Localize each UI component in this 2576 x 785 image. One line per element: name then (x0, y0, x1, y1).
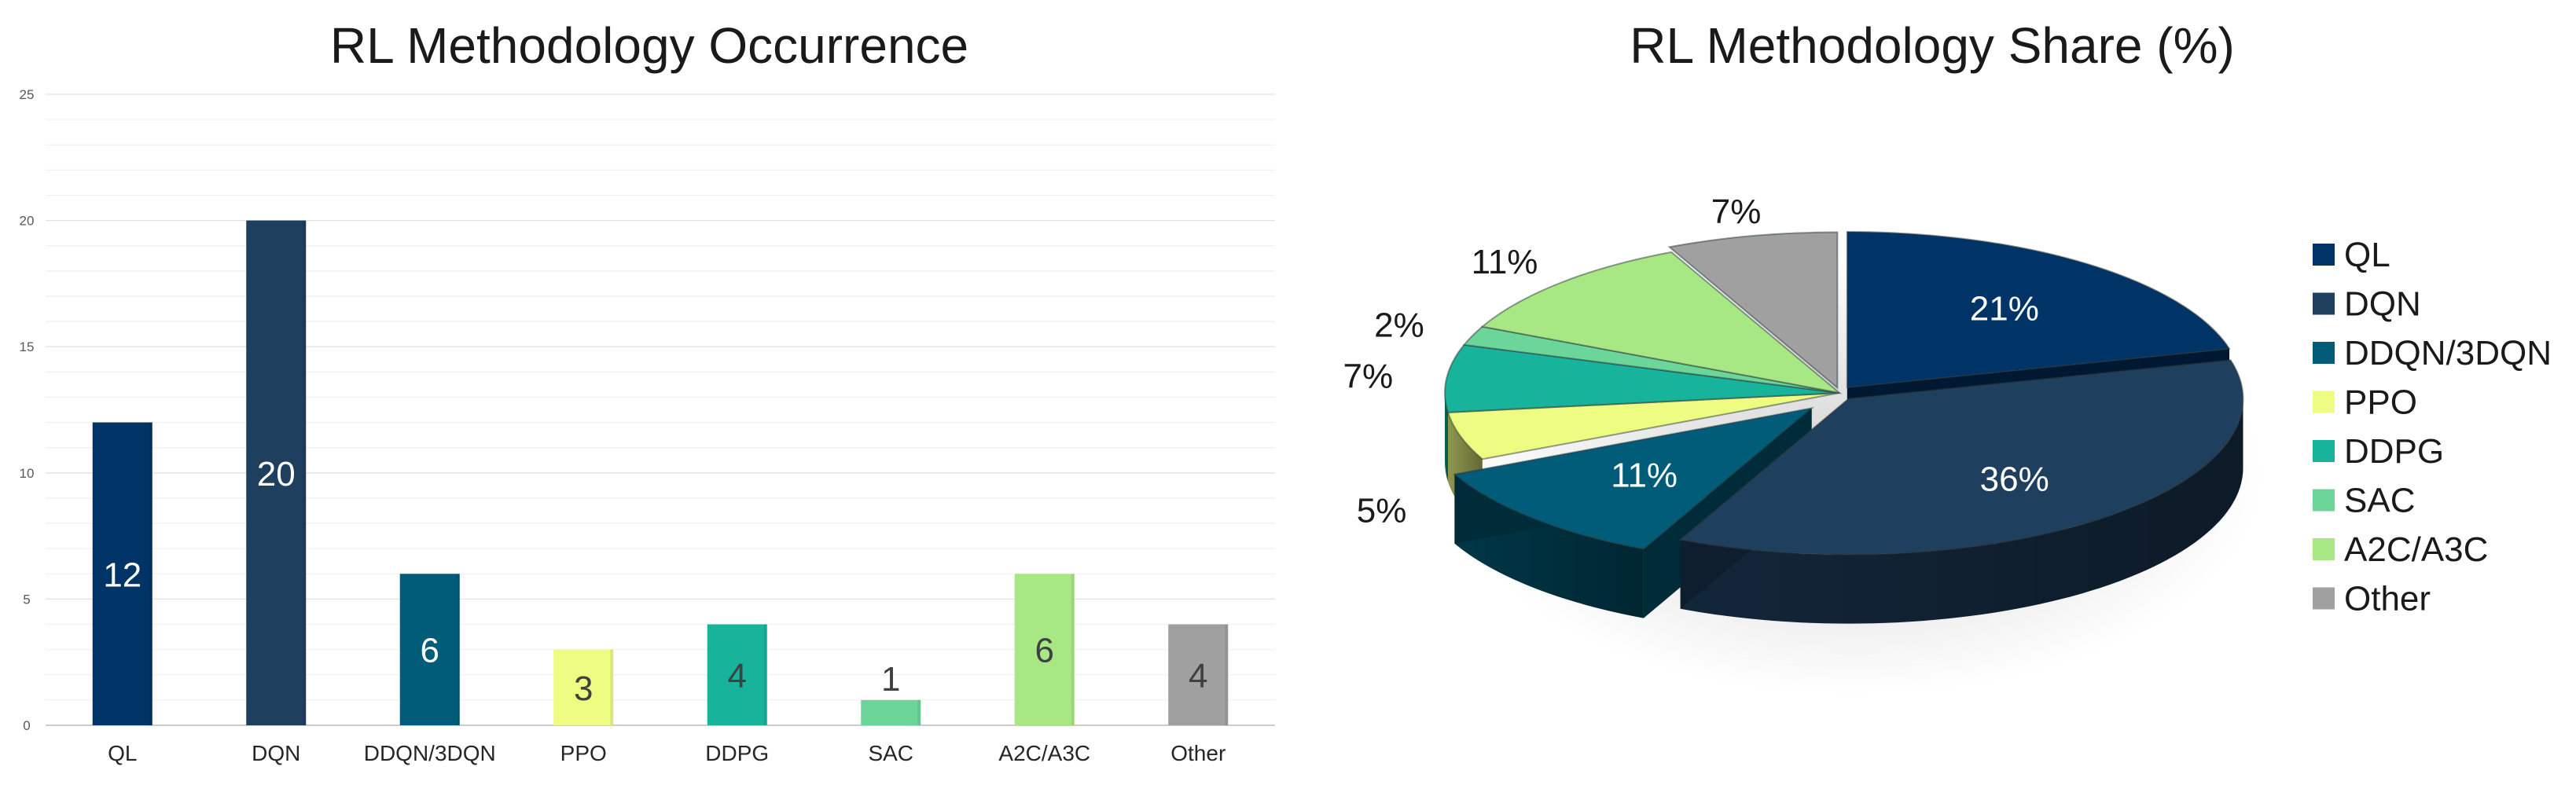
bar-a2c-a3c (1014, 574, 1075, 725)
pie-slice-ddpg (1444, 343, 1840, 413)
bar-value-label: 4 (1189, 657, 1207, 695)
legend-label: PPO (2344, 383, 2417, 422)
legend-swatch (2313, 391, 2335, 413)
x-tick-label: PPO (560, 741, 607, 765)
pie-slice-ppo (1446, 392, 1840, 460)
legend-label: DQN (2344, 285, 2421, 324)
pie-chart-panel: RL Methodology Share (%) 21% 36% 11% 5% 7% 2%… (1321, 0, 2576, 785)
pie-side-shade (1680, 398, 2243, 624)
pie-slice-other (1667, 231, 1839, 390)
bar-edge-shade (610, 649, 614, 725)
pie-value-label: 21% (1970, 289, 2039, 328)
pie-value-label: 11% (1611, 456, 1678, 494)
bar-ppo (553, 649, 614, 725)
legend-swatch (2313, 538, 2335, 560)
x-tick-label: A2C/A3C (998, 741, 1090, 765)
bar-ddqn-3dqn (399, 574, 460, 725)
bar-chart: RL Methodology Occurrence 0 5 10 15 20 25 12 2… (20, 17, 1275, 765)
pie-value-label: 7% (1343, 358, 1393, 396)
legend-label: A2C/A3C (2344, 530, 2488, 569)
bar-ql (92, 422, 153, 725)
bar-series: 12 20 6 3 4 1 6 4 (92, 220, 1229, 726)
bar-sac (861, 699, 921, 725)
legend-swatch (2313, 489, 2335, 512)
bar-value-label: 4 (728, 657, 747, 695)
bar-edge-shade (456, 574, 460, 725)
legend-swatch (2313, 587, 2335, 610)
y-tick-label: 25 (20, 87, 35, 102)
bar-edge-shade (303, 220, 307, 726)
bar-value-label: 1 (881, 660, 900, 699)
pie-value-label: 36% (1980, 460, 2049, 498)
pie-slice-ddqn-3dqn (1453, 406, 1815, 550)
pie-labels: 21% 36% 11% 5% 7% 2% 11% 7% (1343, 193, 2049, 530)
x-tick-label: DDQN/3DQN (364, 741, 496, 765)
legend-label: DDQN/3DQN (2344, 334, 2552, 372)
x-tick-label: QL (108, 741, 137, 765)
bar-y-axis: 0 5 10 15 20 25 (20, 87, 35, 733)
pie-slices (1444, 231, 2244, 556)
bar-other (1168, 624, 1229, 725)
bar-value-label: 3 (574, 669, 593, 708)
legend-label: Other (2344, 580, 2431, 618)
y-tick-label: 15 (20, 339, 35, 354)
pie-chart: RL Methodology Share (%) 21% 36% 11% 5% 7% 2%… (1343, 17, 2552, 695)
bar-value-label: 20 (257, 455, 296, 493)
bar-chart-title: RL Methodology Occurrence (330, 17, 968, 74)
bar-edge-shade (1225, 624, 1229, 725)
legend-swatch (2313, 342, 2335, 364)
legend-swatch (2313, 244, 2335, 266)
pie-chart-title: RL Methodology Share (%) (1630, 17, 2235, 74)
bar-value-label: 6 (1035, 632, 1054, 670)
pie-slice-ql (1846, 231, 2231, 389)
bar-x-axis: QL DQN DDQN/3DQN PPO DDPG SAC A2C/A3C Other (108, 741, 1226, 765)
pie-legend: QL DQN DDQN/3DQN PPO DDPG SAC A2C/A3C Other (2313, 236, 2552, 618)
bar-gridlines (46, 94, 1275, 726)
y-tick-label: 10 (20, 466, 35, 481)
pie-value-label: 2% (1374, 306, 1424, 345)
bar-chart-panel: RL Methodology Occurrence 0 5 10 15 20 25 12 2… (20, 17, 1275, 765)
bar-dqn (246, 220, 307, 726)
y-tick-label: 0 (23, 718, 30, 733)
legend-swatch (2313, 440, 2335, 462)
bar-value-label: 12 (103, 556, 141, 594)
x-tick-label: Other (1170, 741, 1226, 765)
bar-ddpg (707, 624, 767, 725)
pie-slice-a2c-a3c (1480, 251, 1843, 394)
legend-label: QL (2344, 236, 2390, 274)
bar-edge-shade (1071, 574, 1075, 725)
bar-value-label: 6 (421, 632, 439, 670)
x-tick-label: SAC (868, 741, 913, 765)
y-tick-label: 5 (23, 592, 30, 607)
legend-label: SAC (2344, 482, 2415, 520)
pie-value-label: 7% (1711, 193, 1762, 231)
x-tick-label: DQN (252, 741, 300, 765)
x-tick-label: DDPG (705, 741, 769, 765)
bar-edge-shade (917, 699, 921, 725)
pie-value-label: 5% (1357, 491, 1407, 530)
pie-side-shade (1445, 393, 1448, 482)
pie-value-label: 11% (1472, 243, 1538, 281)
y-tick-label: 20 (20, 214, 35, 229)
legend-label: DDPG (2344, 432, 2444, 471)
pie-slice-dqn (1678, 359, 2244, 556)
bar-edge-shade (763, 624, 767, 725)
bar-edge-shade (149, 422, 153, 725)
legend-swatch (2313, 292, 2335, 315)
